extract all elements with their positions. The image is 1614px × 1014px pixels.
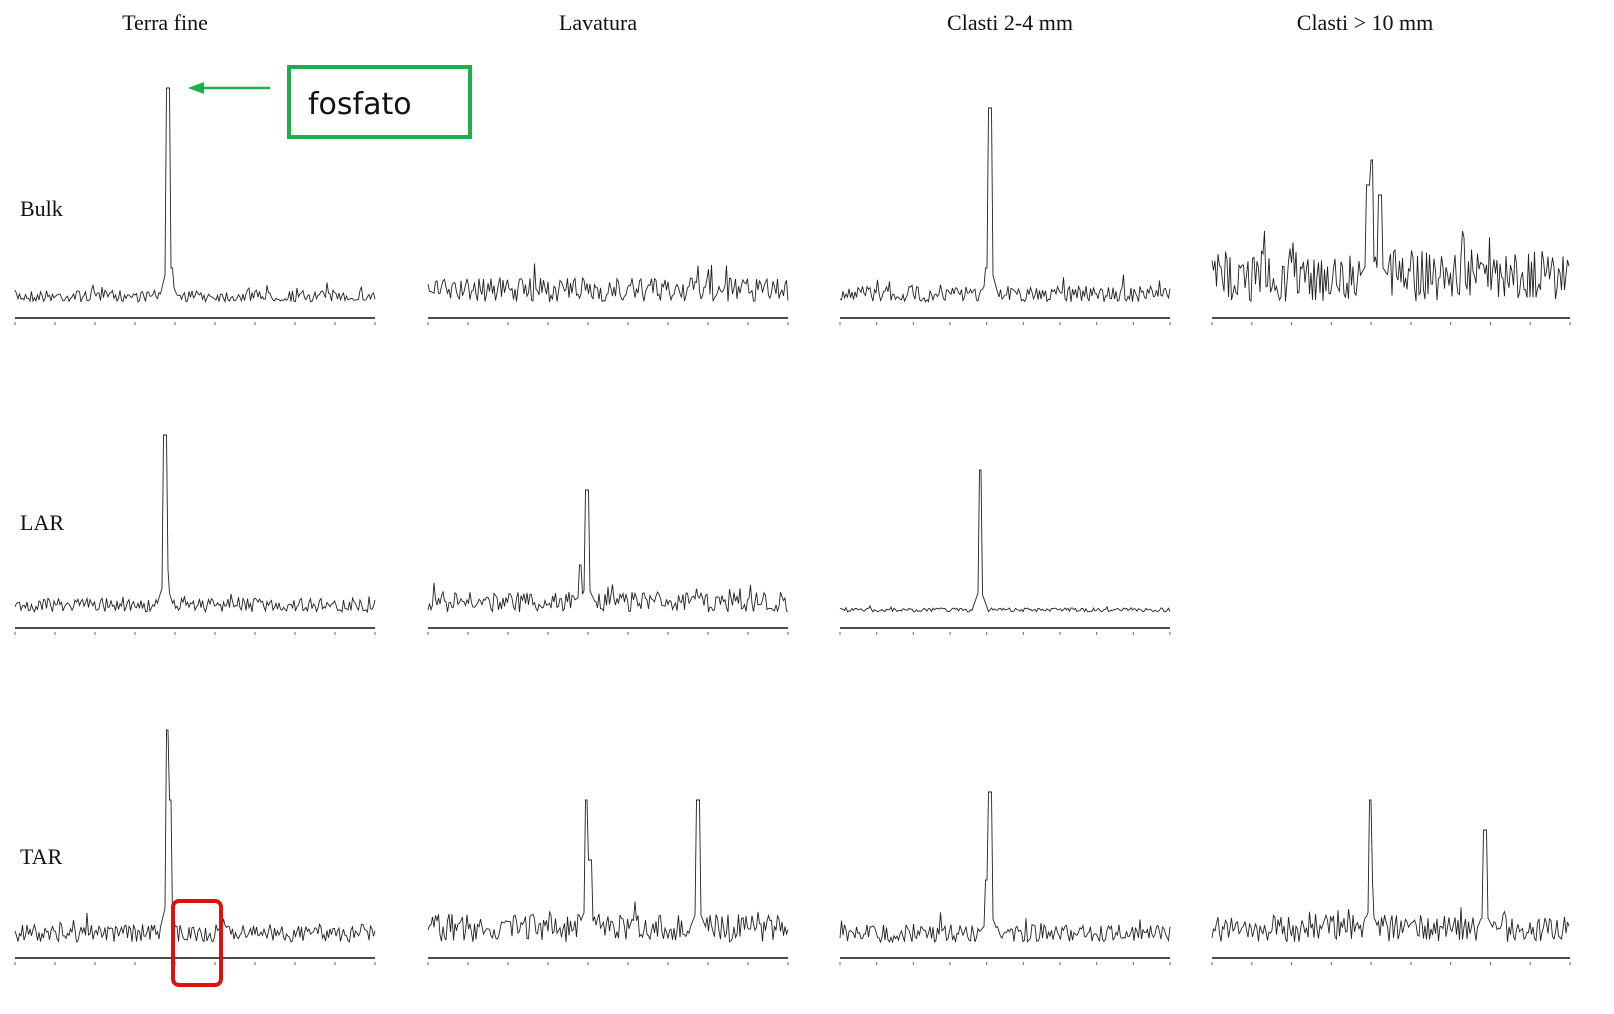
- spectrum: [427, 799, 789, 943]
- annotation-box: [287, 65, 472, 139]
- column-header: Clasti > 10 mm: [1297, 10, 1433, 35]
- spectrum: [427, 489, 789, 613]
- column-header: Lavatura: [559, 10, 637, 35]
- spectrum: [14, 729, 376, 943]
- column-header: Terra fine: [122, 10, 208, 35]
- spectrum: [14, 434, 376, 614]
- spectrum: [1211, 159, 1570, 303]
- spectrum: [14, 87, 376, 303]
- row-label: LAR: [20, 510, 64, 535]
- row-label: Bulk: [20, 196, 63, 221]
- spectrum: [839, 469, 1171, 613]
- row-label: TAR: [20, 844, 63, 869]
- arrow-head: [188, 82, 204, 94]
- spectrum: [1211, 799, 1570, 942]
- spectra: [14, 87, 1571, 965]
- annotation: fosfato: [308, 87, 412, 122]
- spectrum: [839, 791, 1171, 944]
- spectrum: [427, 263, 789, 303]
- spectrum: [839, 107, 1171, 303]
- column-header: Clasti 2-4 mm: [947, 10, 1073, 35]
- highlight-box: [171, 899, 223, 987]
